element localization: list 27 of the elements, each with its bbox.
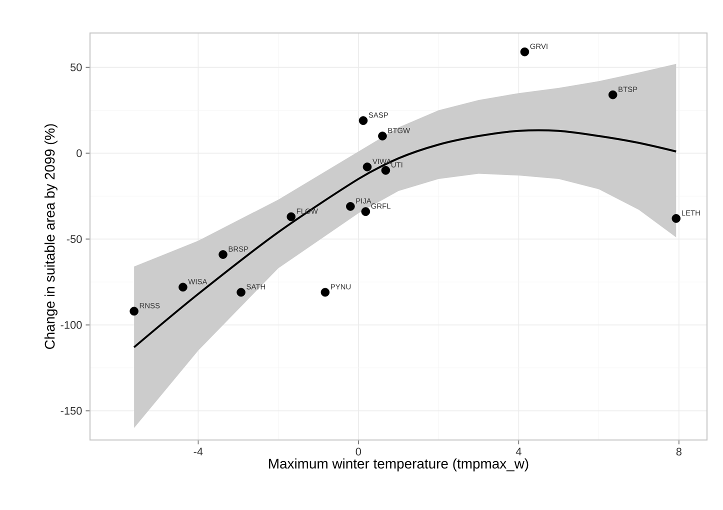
point	[320, 288, 330, 297]
y-tick-label: -150	[60, 406, 82, 415]
point	[358, 116, 368, 125]
y-tick-label: -100	[60, 321, 82, 329]
point	[362, 162, 372, 172]
line-series	[133, 129, 678, 348]
point	[520, 47, 530, 56]
point	[381, 166, 390, 175]
point	[346, 202, 355, 211]
x-axis-title: Maximum winter temperature (tmpmax_w)	[269, 458, 528, 472]
y-tick-label: 0	[76, 149, 82, 158]
point	[608, 90, 618, 100]
point	[361, 207, 370, 216]
point	[286, 212, 296, 222]
point	[236, 288, 246, 297]
x-tick-label: -4	[194, 448, 203, 456]
point	[178, 282, 188, 292]
x-tick-label: 4	[516, 448, 522, 456]
point	[672, 214, 681, 223]
y-axis-title: Change in suitable area by 2099 (%)	[44, 124, 58, 349]
point	[130, 306, 138, 316]
x-tick-label: 0	[356, 448, 362, 456]
y-tick-label: 50	[70, 63, 82, 72]
y-tick-label: -50	[66, 235, 82, 243]
x-tick-label: 8	[676, 448, 682, 456]
point	[218, 250, 228, 259]
point	[378, 132, 387, 140]
